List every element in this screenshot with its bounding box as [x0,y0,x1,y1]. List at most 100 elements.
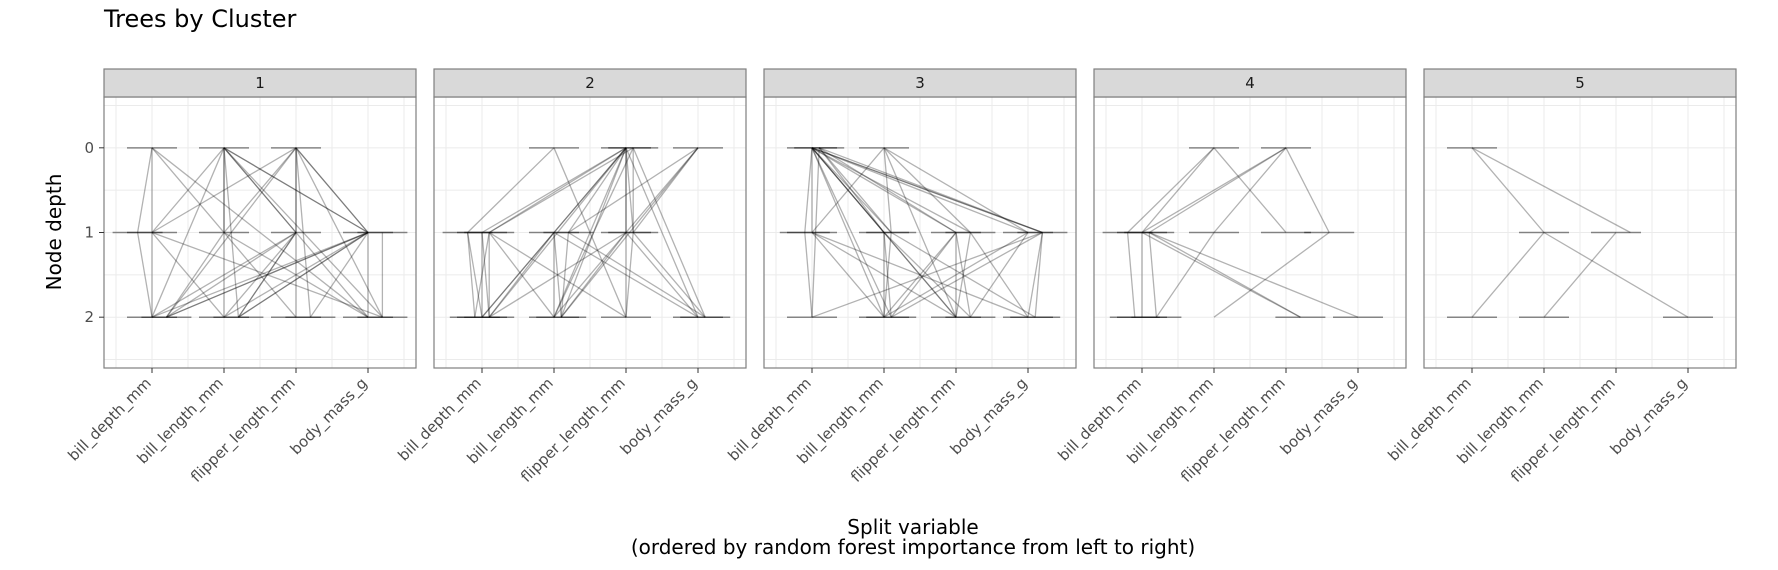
tree-edge [488,147,634,234]
y-tick-label: 1 [84,224,94,242]
tree-edge [151,147,225,318]
tree-edge [883,232,957,318]
tree-edge [890,232,957,318]
tree-edge [481,147,627,234]
tree-edge [811,147,885,233]
tree-edge [237,232,297,318]
tree-edge [625,147,699,318]
tree-edge [818,147,957,234]
tree-edge [488,147,627,234]
tree-edge [1034,232,1044,318]
facet-strip-label: 5 [1575,74,1585,92]
tree-edge [1148,231,1359,318]
tree-edge [883,147,1029,234]
tree-edge [969,232,1029,318]
tree-edge [804,147,813,233]
tree-edge [811,147,957,234]
tree-edge [883,232,892,318]
tree-edge [883,147,971,233]
tree-edge [166,231,369,318]
tree-edge [560,147,699,318]
tree-edge [151,147,297,318]
tree-edge [811,147,1043,234]
tree-edge [818,147,885,233]
tree-edge [1471,147,1631,234]
tree-edge [568,147,699,234]
tree-edge [1155,232,1215,318]
tree-edge [151,231,297,318]
tree-edge [811,147,957,318]
tree-edge [481,232,555,318]
facet-strip [1423,68,1737,98]
tree-edge [553,147,627,318]
tree-edge [223,147,383,318]
tree-edge [1471,147,1545,233]
tree-edge [151,147,297,234]
tree-edge [811,232,885,318]
tree-edge [474,232,490,318]
tree-edge [553,232,627,318]
tree-edge [883,231,1029,318]
facet-panel-5: 5bill_depth_mmbill_length_mmflipper_leng… [1384,68,1737,487]
tree-edge [890,231,1043,318]
tree-edge [811,147,892,233]
facet-strip [1093,68,1407,98]
tree-edge [467,147,555,233]
x-tick-label: body_mass_g [617,374,702,459]
tree-edge [883,147,957,318]
tree-edge [223,147,369,234]
tree-edge [955,232,972,318]
facet-strip [763,68,1077,98]
tree-edge [1126,232,1136,318]
tree-edge [560,232,627,318]
tree-edge [166,231,297,318]
tree-edge [625,147,634,233]
y-axis-title: Node depth [42,174,66,291]
tree-edge [1213,231,1330,318]
tree-edge [466,232,476,318]
facet-strip-label: 2 [585,74,595,92]
tree-edge [1141,231,1301,318]
tree-edge [553,147,627,318]
tree-edge [632,232,706,318]
tree-edge [1543,232,1617,318]
tree-edge [811,147,885,318]
tree-edge [1148,231,1301,318]
tree-edge [811,231,1043,318]
tree-edge [1148,232,1158,318]
tree-edge [883,232,971,318]
tree-edge [811,231,957,318]
tree-edge [1141,147,1287,234]
tree-edge [632,147,699,233]
tree-edge [223,147,369,234]
tree-edge [151,147,225,233]
tree-edge [1148,147,1287,234]
tree-edge [811,231,1029,318]
tree-edge [481,147,627,318]
tree-edge [295,147,369,233]
tree-edge [488,232,555,318]
tree-edge [1213,147,1287,233]
tree-edge [818,147,1043,234]
facet-strip-label: 4 [1245,74,1255,92]
y-tick-label: 0 [84,139,94,157]
tree-edge [151,231,383,318]
tree-edge [238,231,369,318]
facet-panel-3: 3bill_depth_mmbill_length_mmflipper_leng… [724,68,1077,487]
tree-edge [295,147,312,318]
tree-edge [811,147,885,233]
x-tick-label: body_mass_g [947,374,1032,459]
tree-edge [804,232,813,318]
tree-edge [553,147,627,233]
tree-edge [883,232,892,318]
x-tick-label: body_mass_g [287,374,372,459]
x-axis-title: Split variable [847,515,978,539]
tree-edge [223,147,297,233]
tree-edge [295,147,383,318]
tree-edge [136,147,153,233]
x-axis-subtitle: (ordered by random forest importance fro… [631,535,1195,559]
tree-edge [151,231,369,318]
tree-edge [223,147,240,318]
tree-edge [632,147,706,318]
